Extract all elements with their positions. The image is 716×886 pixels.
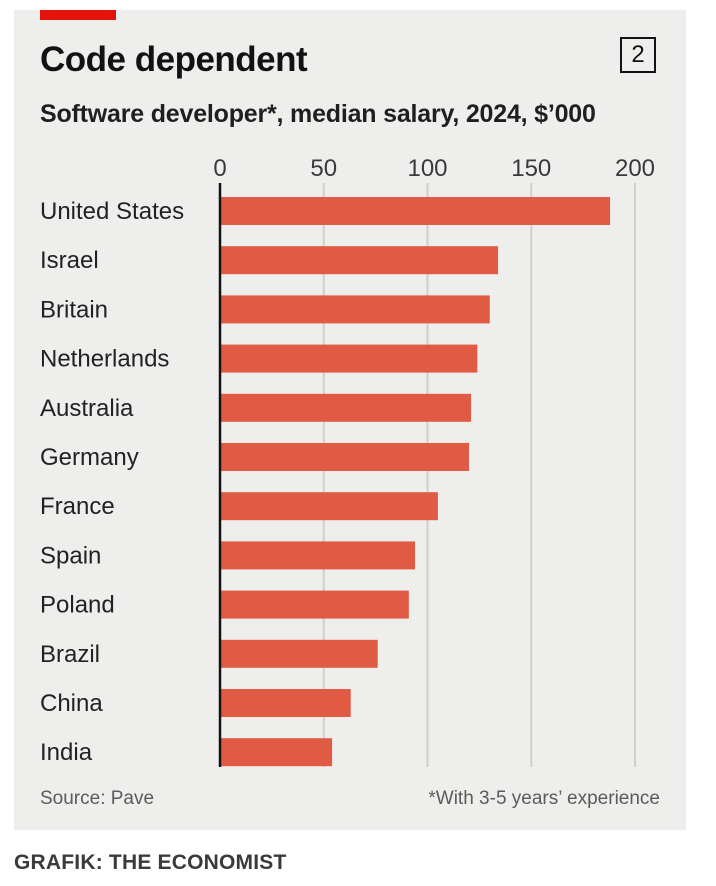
category-label: Spain (40, 542, 101, 569)
category-label: United States (40, 198, 184, 225)
bar (220, 639, 378, 668)
category-label: Brazil (40, 641, 100, 668)
category-label: Netherlands (40, 346, 169, 373)
category-label: India (40, 739, 93, 766)
footnote: *With 3-5 years’ experience (428, 788, 660, 809)
brand-red-tab (40, 10, 116, 20)
bar (220, 541, 416, 570)
category-label: Germany (40, 444, 139, 471)
x-tick-label: 200 (615, 155, 655, 182)
chart-title: Code dependent (40, 40, 308, 79)
x-tick-label: 100 (407, 155, 447, 182)
x-tick-label: 150 (511, 155, 551, 182)
bar (220, 738, 333, 767)
x-tick-label: 50 (310, 155, 337, 182)
bar (220, 492, 438, 521)
bar (220, 197, 611, 225)
category-label: Australia (40, 395, 134, 422)
category-label: China (40, 690, 103, 717)
bar (220, 393, 472, 422)
bar (220, 246, 499, 275)
category-label: Israel (40, 247, 99, 274)
bar (220, 295, 490, 324)
category-label: Poland (40, 592, 115, 619)
chart-subtitle: Software developer*, median salary, 2024… (40, 100, 596, 128)
bar (220, 443, 469, 471)
bar (220, 590, 409, 619)
credit-line: GRAFIK: THE ECONOMIST (14, 851, 287, 874)
chart-number-badge: 2 (620, 37, 656, 73)
x-tick-label: 0 (213, 155, 226, 182)
category-label: France (40, 493, 115, 520)
source-note: Source: Pave (40, 788, 155, 809)
category-label: Britain (40, 296, 108, 323)
bar (220, 344, 478, 373)
bar (220, 689, 351, 717)
